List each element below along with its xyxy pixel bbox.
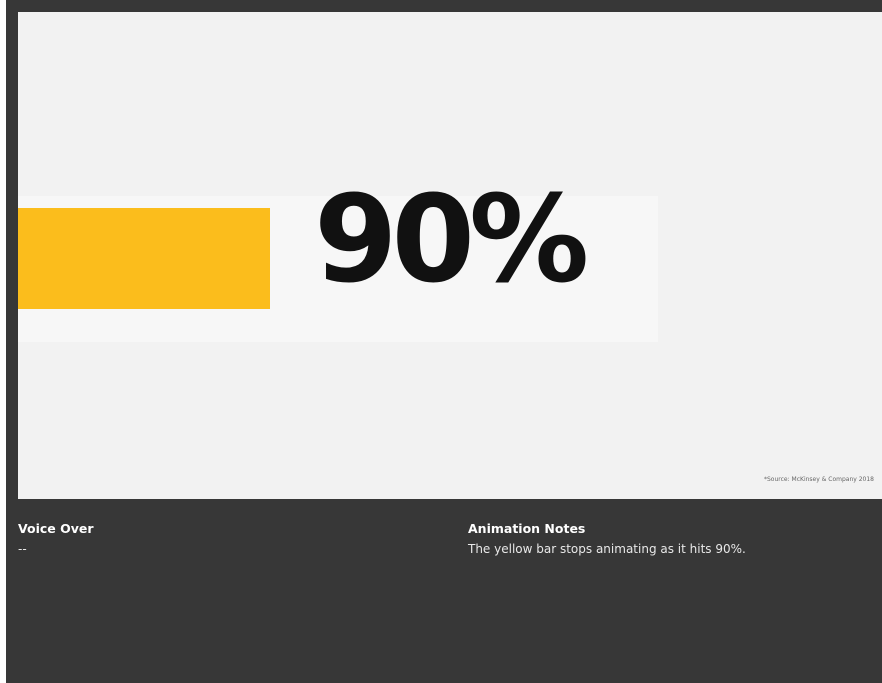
source-note: *Source: McKinsey & Company 2018 <box>764 476 874 483</box>
slide-preview: 90% *Source: McKinsey & Company 2018 <box>18 12 882 499</box>
voice-over-text: -- <box>18 542 27 556</box>
animation-notes-heading: Animation Notes <box>468 521 586 536</box>
notes-panel: Voice Over -- Animation Notes The yellow… <box>12 499 882 683</box>
progress-bar-fill <box>18 208 270 309</box>
animation-notes-section: Animation Notes The yellow bar stops ani… <box>468 521 746 556</box>
storyboard-frame: 90% *Source: McKinsey & Company 2018 <box>6 0 882 683</box>
voice-over-section: Voice Over -- <box>18 521 94 556</box>
stat-value: 90% <box>314 171 589 310</box>
voice-over-heading: Voice Over <box>18 521 94 536</box>
animation-notes-text: The yellow bar stops animating as it hit… <box>468 542 746 556</box>
